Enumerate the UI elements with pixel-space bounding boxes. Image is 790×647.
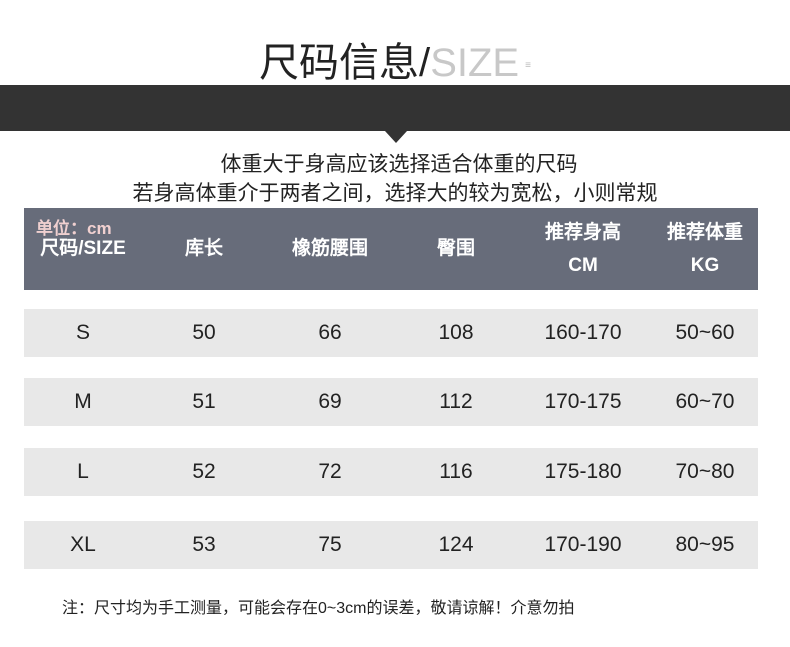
table-cell: 170-175 — [544, 390, 622, 413]
table-row: L 52 72 116 175-180 70~80 — [24, 448, 758, 496]
table-cell: 112 — [439, 390, 473, 413]
header-waist: 橡筋腰围 — [291, 238, 368, 259]
title-en: SIZE — [430, 41, 520, 85]
note-line-2: 若身高体重介于两者之间，选择大的较为宽松，小则常规 — [132, 182, 658, 205]
header-hip: 臀围 — [436, 238, 475, 259]
table-cell: 51 — [192, 390, 216, 413]
dark-banner — [0, 85, 790, 131]
footnote: 注：尺寸均为手工测量，可能会存在0~3cm的误差，敬请谅解！介意勿拍 — [62, 600, 575, 617]
table-cell: L — [77, 460, 89, 483]
header-weight-unit: KG — [690, 255, 720, 276]
title-cn: 尺码信息/ — [259, 41, 431, 85]
table-cell: 124 — [438, 533, 474, 556]
table-cell: M — [74, 390, 92, 413]
table-cell: 170-190 — [544, 533, 622, 556]
table-cell: 80~95 — [675, 533, 735, 556]
table-cell: 66 — [318, 321, 342, 344]
table-cell: 160-170 — [544, 321, 622, 344]
menu-mark-icon: ≡ — [525, 59, 531, 71]
header-length: 库长 — [184, 238, 223, 259]
table-row: S 50 66 108 160-170 50~60 — [24, 309, 758, 357]
table-cell: S — [75, 321, 90, 344]
table-cell: 75 — [318, 533, 342, 556]
table-cell: 116 — [439, 460, 473, 483]
table-row: M 51 69 112 170-175 60~70 — [24, 378, 758, 426]
table-cell: 72 — [318, 460, 342, 483]
table-cell: 175-180 — [544, 460, 622, 483]
table-header: 单位：cm 尺码/SIZE 库长 橡筋腰围 臀围 推荐身高 CM 推荐体重 KG — [24, 208, 758, 290]
page-title: 尺码信息/SIZE ≡ — [0, 30, 790, 88]
unit-label: 单位：cm — [36, 219, 112, 238]
note-line-1: 体重大于身高应该选择适合体重的尺码 — [220, 153, 578, 176]
header-height: 推荐身高 — [544, 222, 621, 243]
table-cell: 70~80 — [675, 460, 735, 483]
header-height-unit: CM — [568, 255, 598, 276]
table-row: XL 53 75 124 170-190 80~95 — [24, 521, 758, 569]
table-cell: 50~60 — [675, 321, 735, 344]
table-cell: 53 — [192, 533, 216, 556]
header-weight: 推荐体重 — [666, 222, 743, 243]
pointer-triangle-icon — [385, 131, 407, 143]
table-cell: 52 — [192, 460, 216, 483]
header-size: 尺码/SIZE — [40, 238, 126, 259]
table-cell: 69 — [318, 390, 342, 413]
table-cell: 50 — [192, 321, 216, 344]
table-cell: 108 — [438, 321, 474, 344]
table-cell: XL — [70, 533, 96, 556]
table-cell: 60~70 — [675, 390, 735, 413]
